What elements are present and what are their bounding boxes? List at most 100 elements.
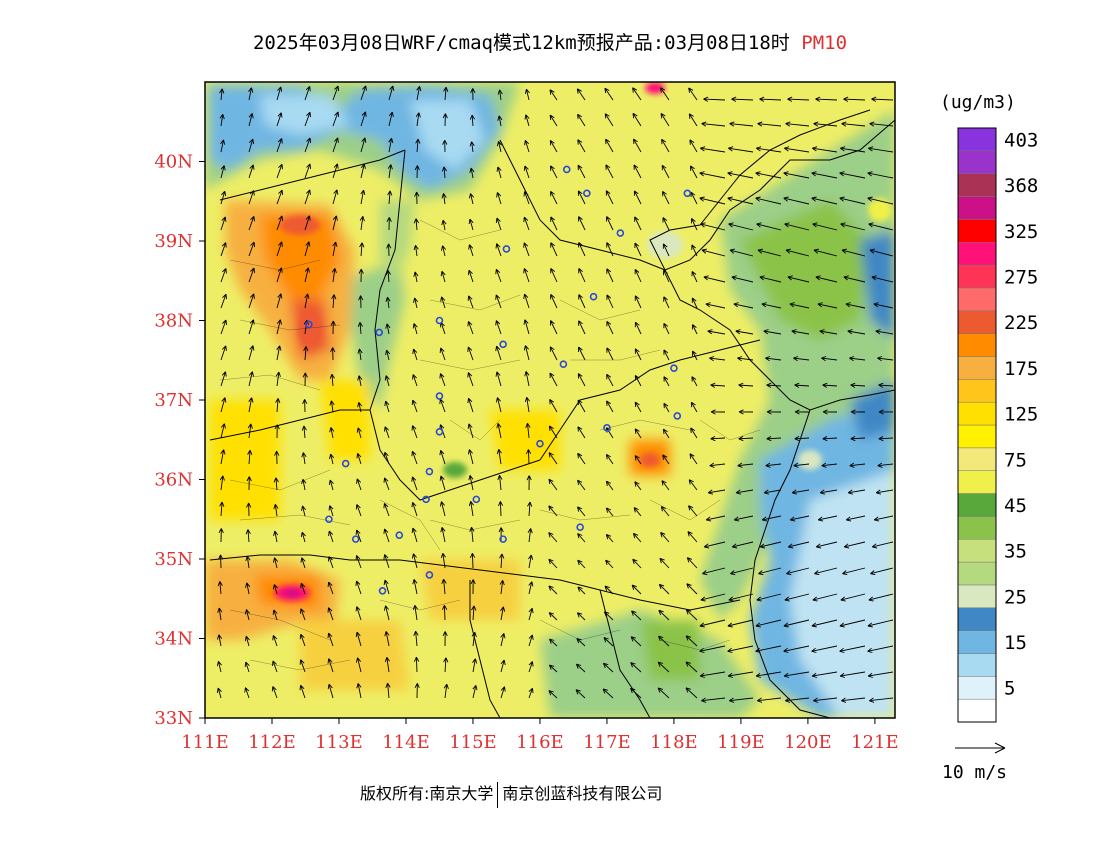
wind-vector bbox=[548, 505, 558, 517]
wind-vector bbox=[219, 88, 225, 101]
wind-vector bbox=[661, 164, 670, 179]
legend-swatch bbox=[957, 584, 997, 609]
wind-vector bbox=[469, 167, 475, 179]
wind-vector bbox=[524, 396, 530, 413]
wind-vector bbox=[301, 478, 307, 491]
wind-vector bbox=[840, 593, 866, 602]
wind-vector bbox=[355, 606, 362, 621]
legend-swatch bbox=[957, 219, 997, 243]
legend-swatch bbox=[957, 493, 997, 517]
wind-vector bbox=[414, 683, 420, 699]
city-marker bbox=[673, 412, 682, 420]
city-marker bbox=[435, 427, 444, 436]
city-marker bbox=[559, 360, 568, 369]
wind-vector bbox=[383, 605, 390, 621]
wind-vector bbox=[524, 139, 530, 153]
wind-vector bbox=[271, 686, 278, 699]
wind-vector bbox=[386, 243, 392, 257]
wind-vector bbox=[663, 296, 670, 309]
wind-vector bbox=[843, 541, 866, 549]
wind-vector bbox=[355, 529, 362, 543]
wind-vector bbox=[817, 302, 838, 309]
legend-swatch bbox=[957, 538, 997, 563]
wind-vector bbox=[302, 399, 308, 413]
wind-vector bbox=[219, 501, 225, 517]
wind-vector bbox=[523, 268, 530, 283]
wind-vector bbox=[469, 114, 475, 127]
legend-swatch bbox=[957, 379, 997, 403]
wind-vector bbox=[526, 475, 532, 491]
wind-vector bbox=[699, 671, 726, 678]
wind-vector bbox=[868, 593, 894, 602]
wind-vector bbox=[216, 661, 222, 673]
wind-vector bbox=[276, 319, 282, 335]
wind-vector bbox=[332, 215, 338, 231]
wind-vector bbox=[728, 593, 754, 602]
wind-vector bbox=[577, 452, 586, 465]
wind-vector bbox=[728, 222, 754, 231]
wind-vector bbox=[731, 275, 754, 283]
wind-vector bbox=[332, 137, 339, 153]
wind-vector bbox=[578, 216, 586, 231]
wind-vector bbox=[413, 245, 419, 257]
wind-vector bbox=[528, 581, 534, 595]
wind-reference-arrowhead bbox=[994, 742, 1006, 754]
wind-vector bbox=[878, 382, 894, 388]
wind-vector bbox=[440, 296, 446, 309]
wind-vector bbox=[605, 454, 614, 465]
wind-vector bbox=[867, 671, 894, 678]
city-marker bbox=[576, 523, 584, 532]
wind-vector bbox=[691, 376, 698, 387]
wind-vector bbox=[220, 293, 227, 309]
title-species: PM10 bbox=[801, 32, 848, 54]
wind-vector bbox=[272, 584, 278, 595]
x-tick-label: 114E bbox=[382, 732, 430, 753]
wind-vector bbox=[663, 269, 670, 283]
hotspot-shandong bbox=[640, 453, 660, 467]
wind-vector bbox=[839, 671, 866, 678]
legend-swatch bbox=[957, 401, 997, 426]
wind-vector bbox=[411, 501, 418, 517]
x-tick-label: 117E bbox=[583, 732, 631, 753]
wind-vector bbox=[301, 425, 307, 439]
wind-vector bbox=[578, 294, 586, 309]
wind-vector bbox=[360, 189, 366, 205]
city-marker bbox=[683, 189, 692, 198]
wind-vector bbox=[548, 585, 558, 595]
legend-label: 225 bbox=[1004, 312, 1038, 334]
wind-vector bbox=[867, 645, 894, 653]
x-tick-label: 120E bbox=[784, 732, 832, 753]
wind-vector bbox=[662, 217, 670, 231]
wind-vector bbox=[443, 657, 449, 673]
wind-vector bbox=[302, 372, 308, 387]
wind-vector bbox=[841, 248, 866, 257]
wind-vector bbox=[869, 697, 894, 703]
wind-vector bbox=[220, 319, 227, 335]
city-marker bbox=[499, 535, 507, 543]
wind-vector bbox=[873, 302, 894, 309]
city-marker bbox=[435, 392, 444, 400]
wind-vector bbox=[441, 219, 447, 231]
wind-vector bbox=[878, 436, 894, 442]
wind-vector bbox=[360, 163, 366, 179]
wind-vector bbox=[606, 400, 614, 413]
wind-vector bbox=[662, 243, 670, 257]
wind-vector bbox=[685, 635, 698, 647]
y-tick-label: 38N bbox=[154, 311, 193, 332]
wind-vector bbox=[495, 371, 502, 387]
wind-vector bbox=[731, 96, 754, 102]
wind-vector bbox=[442, 139, 448, 153]
wind-vector bbox=[495, 320, 502, 335]
wind-vector bbox=[385, 270, 391, 283]
wind-vector bbox=[357, 375, 363, 387]
wind-vector bbox=[550, 242, 558, 257]
wind-vector bbox=[577, 139, 586, 153]
wind-vector bbox=[789, 302, 810, 309]
wind-vector bbox=[332, 189, 339, 205]
wind-vector bbox=[738, 382, 754, 388]
wind-vector bbox=[811, 171, 838, 179]
wind-vector bbox=[332, 111, 340, 127]
wind-vector bbox=[412, 579, 418, 595]
wind-vector bbox=[577, 506, 586, 517]
legend-swatch bbox=[957, 424, 997, 449]
